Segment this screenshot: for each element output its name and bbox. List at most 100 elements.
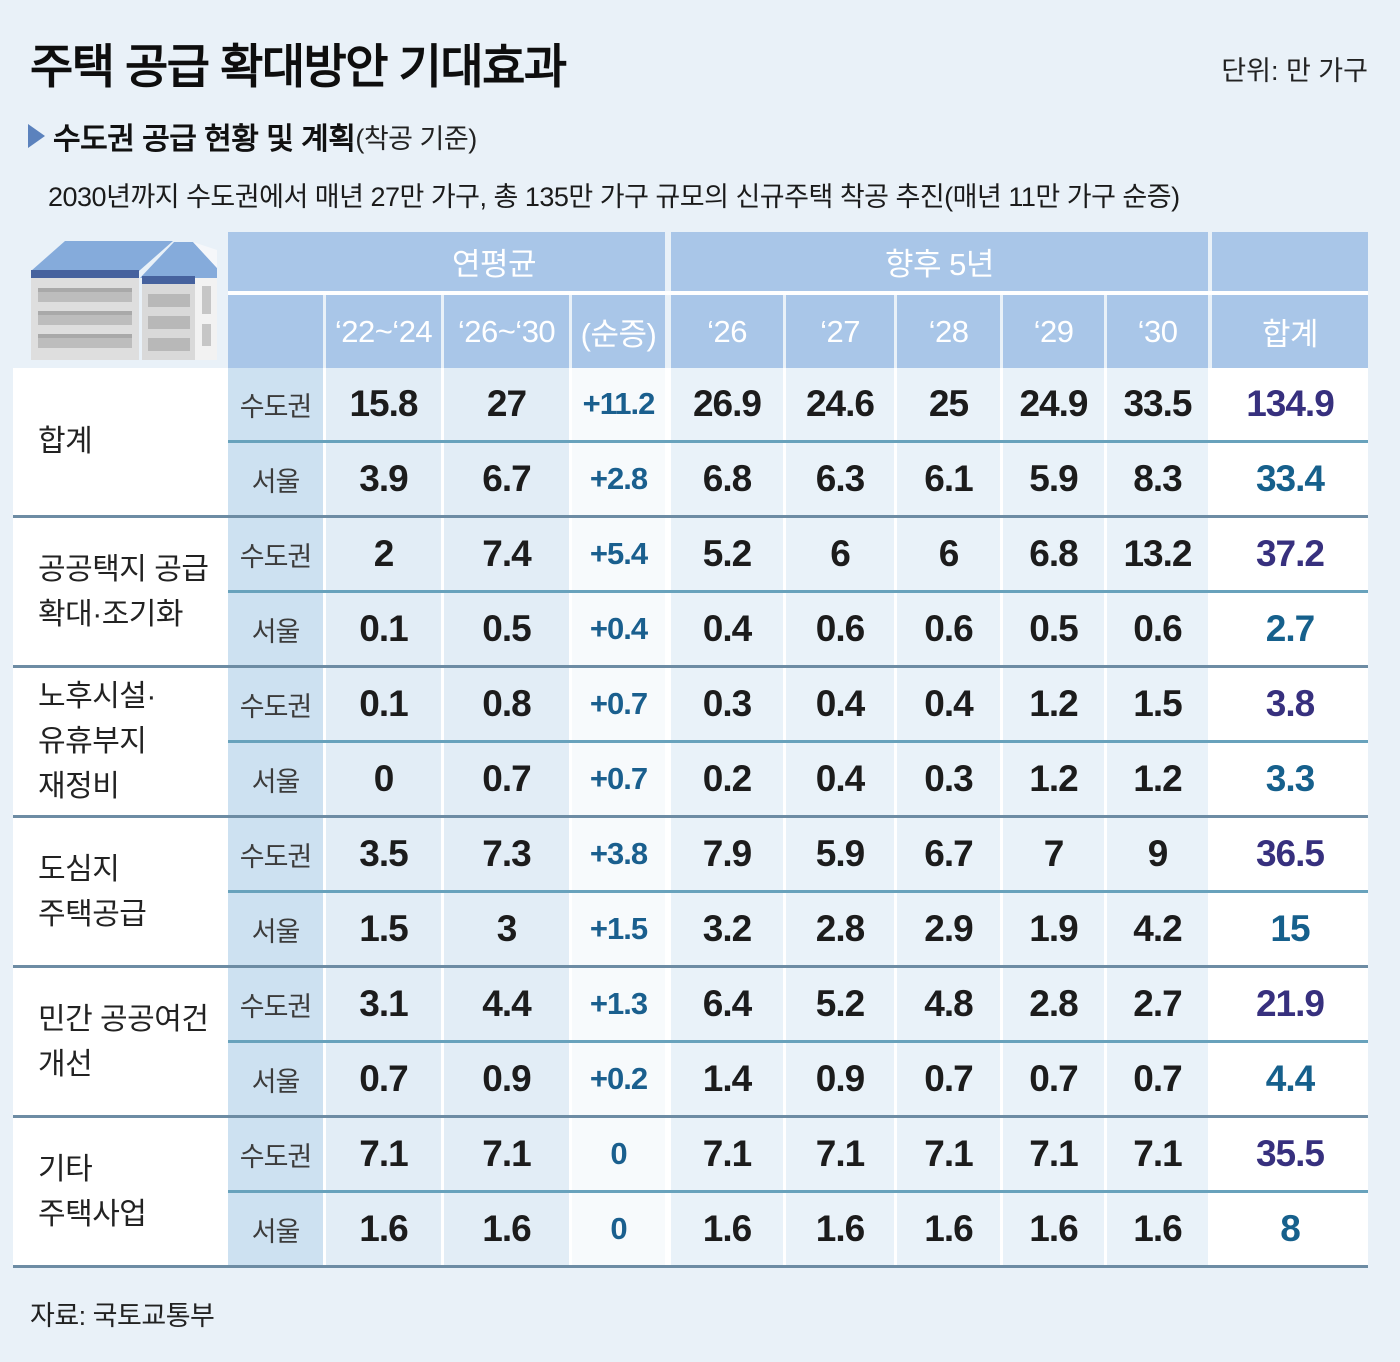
value-cell: 25 — [897, 368, 1000, 441]
value-cell: 3.2 — [671, 893, 783, 966]
value-cell: 7.1 — [671, 1118, 783, 1191]
group-divider — [13, 1265, 1368, 1269]
value-cell: 0.4 — [786, 743, 894, 816]
table-row: 수도권 15.8 27 +11.2 26.9 24.6 25 24.9 33.5 134.9 — [228, 368, 1368, 441]
table-body: 합계 수도권 15.8 27 +11.2 26.9 24.6 25 24.9 33.5 134.9 서… — [13, 368, 1368, 1269]
value-cell: 1.2 — [1107, 743, 1208, 816]
group-rows: 수도권 15.8 27 +11.2 26.9 24.6 25 24.9 33.5 134.9 서울 3… — [228, 368, 1368, 516]
region-label: 서울 — [228, 743, 323, 816]
group-divider — [13, 515, 1368, 519]
value-cell: 27 — [444, 368, 569, 441]
value-cell: 33.5 — [1107, 368, 1208, 441]
value-cell: 3.5 — [326, 818, 441, 891]
value-cell: 1.6 — [326, 1193, 441, 1266]
value-cell: 4.2 — [1107, 893, 1208, 966]
category-label: 공공택지 공급 확대·조기화 — [13, 518, 228, 666]
table-row: 수도권 0.1 0.8 +0.7 0.3 0.4 0.4 1.2 1.5 3.8 — [228, 668, 1368, 741]
value-cell: 24.6 — [786, 368, 894, 441]
value-cell: 0.9 — [786, 1043, 894, 1116]
value-cell: +1.5 — [572, 893, 665, 966]
value-cell: 33.4 — [1212, 443, 1368, 516]
value-cell: 15 — [1212, 893, 1368, 966]
row-divider — [228, 1190, 1368, 1194]
header-cell-30: ‘30 — [1107, 295, 1208, 369]
header-cell-22-24: ‘22~‘24 — [326, 295, 441, 369]
value-cell: 5.9 — [786, 818, 894, 891]
section-header: 수도권 공급 현황 및 계획 (착공 기준) — [28, 114, 1400, 158]
table-group: 공공택지 공급 확대·조기화 수도권 2 7.4 +5.4 5.2 6 6 6.8 13.2 37.2… — [13, 518, 1368, 666]
value-cell: 13.2 — [1107, 518, 1208, 591]
row-divider — [228, 590, 1368, 594]
value-cell: 1.6 — [1003, 1193, 1104, 1266]
value-cell: 0.4 — [671, 593, 783, 666]
header-cell-net-increase: (순증) — [572, 295, 665, 369]
value-cell: 0.6 — [1107, 593, 1208, 666]
value-cell: 1.6 — [1107, 1193, 1208, 1266]
table-group: 노후시설· 유휴부지 재정비 수도권 0.1 0.8 +0.7 0.3 0.4 0.4 1.2 1.5… — [13, 668, 1368, 816]
group-rows: 수도권 0.1 0.8 +0.7 0.3 0.4 0.4 1.2 1.5 3.8 서울 0 0.7 +0.… — [228, 668, 1368, 816]
row-divider — [228, 1040, 1368, 1044]
table-group: 도심지 주택공급 수도권 3.5 7.3 +3.8 7.9 5.9 6.7 7 9 36.5 서울 1.5… — [13, 818, 1368, 966]
value-cell: 8.3 — [1107, 443, 1208, 516]
value-cell: +0.7 — [572, 743, 665, 816]
value-cell: 0.5 — [444, 593, 569, 666]
value-cell: 6.8 — [1003, 518, 1104, 591]
value-cell: 4.8 — [897, 968, 1000, 1041]
value-cell: +1.3 — [572, 968, 665, 1041]
category-label: 민간 공공여건 개선 — [13, 968, 228, 1116]
buildings-icon — [31, 241, 217, 361]
value-cell: 4.4 — [444, 968, 569, 1041]
table-row: 수도권 3.5 7.3 +3.8 7.9 5.9 6.7 7 9 36.5 — [228, 818, 1368, 891]
value-cell: 0.7 — [326, 1043, 441, 1116]
section-title: 수도권 공급 현황 및 계획 — [53, 123, 356, 157]
value-cell: 6.4 — [671, 968, 783, 1041]
value-cell: 7.1 — [897, 1118, 1000, 1191]
header-cell-26-30: ‘26~‘30 — [444, 295, 569, 369]
value-cell: 4.4 — [1212, 1043, 1368, 1116]
value-cell: 0.7 — [1107, 1043, 1208, 1116]
value-cell: 5.9 — [1003, 443, 1104, 516]
table-group: 기타 주택사업 수도권 7.1 7.1 0 7.1 7.1 7.1 7.1 7.1 35.5 서울 1.6… — [13, 1118, 1368, 1266]
column-group-next-5-years: 향후 5년 — [671, 232, 1208, 292]
value-cell: 9 — [1107, 818, 1208, 891]
value-cell: 35.5 — [1212, 1118, 1368, 1191]
value-cell: 0 — [572, 1193, 665, 1266]
table-group: 합계 수도권 15.8 27 +11.2 26.9 24.6 25 24.9 33.5 134.9 서… — [13, 368, 1368, 516]
value-cell: 1.2 — [1003, 743, 1104, 816]
value-cell: 36.5 — [1212, 818, 1368, 891]
value-cell: 21.9 — [1212, 968, 1368, 1041]
value-cell: 2.9 — [897, 893, 1000, 966]
value-cell: 3.8 — [1212, 668, 1368, 741]
value-cell: 15.8 — [326, 368, 441, 441]
section-title-suffix: (착공 기준) — [355, 123, 477, 154]
value-cell: 1.2 — [1003, 668, 1104, 741]
value-cell: 1.6 — [897, 1193, 1000, 1266]
table-row: 서울 0 0.7 +0.7 0.2 0.4 0.3 1.2 1.2 3.3 — [228, 743, 1368, 816]
header-cell-28: ‘28 — [897, 295, 1000, 369]
header-cell-total: 합계 — [1212, 295, 1368, 369]
value-cell: 7 — [1003, 818, 1104, 891]
group-rows: 수도권 2 7.4 +5.4 5.2 6 6 6.8 13.2 37.2 서울 0.1 0.5 +0.4 0… — [228, 518, 1368, 666]
table-row: 수도권 7.1 7.1 0 7.1 7.1 7.1 7.1 7.1 35.5 — [228, 1118, 1368, 1191]
group-divider — [13, 965, 1368, 969]
value-cell: 6.3 — [786, 443, 894, 516]
value-cell: 1.6 — [444, 1193, 569, 1266]
page-title: 주택 공급 확대방안 기대효과 — [30, 40, 567, 93]
region-label: 수도권 — [228, 668, 323, 741]
value-cell: 7.1 — [786, 1118, 894, 1191]
value-cell: 6.1 — [897, 443, 1000, 516]
table-row: 수도권 3.1 4.4 +1.3 6.4 5.2 4.8 2.8 2.7 21.9 — [228, 968, 1368, 1041]
value-cell: 1.5 — [1107, 668, 1208, 741]
region-label: 서울 — [228, 1043, 323, 1116]
value-cell: 7.1 — [1003, 1118, 1104, 1191]
header-grid: 연평균 향후 5년 ‘22~‘24 ‘26~‘30 (순증) ‘26 ‘27 ‘… — [228, 232, 1368, 369]
value-cell: 0.6 — [897, 593, 1000, 666]
value-cell: +0.4 — [572, 593, 665, 666]
region-label: 수도권 — [228, 368, 323, 441]
value-cell: 0.2 — [671, 743, 783, 816]
value-cell: 1.4 — [671, 1043, 783, 1116]
value-cell: 7.9 — [671, 818, 783, 891]
table-row: 서울 0.1 0.5 +0.4 0.4 0.6 0.6 0.5 0.6 2.7 — [228, 593, 1368, 666]
unit-label: 단위: 만 가구 — [1221, 56, 1368, 87]
value-cell: 37.2 — [1212, 518, 1368, 591]
